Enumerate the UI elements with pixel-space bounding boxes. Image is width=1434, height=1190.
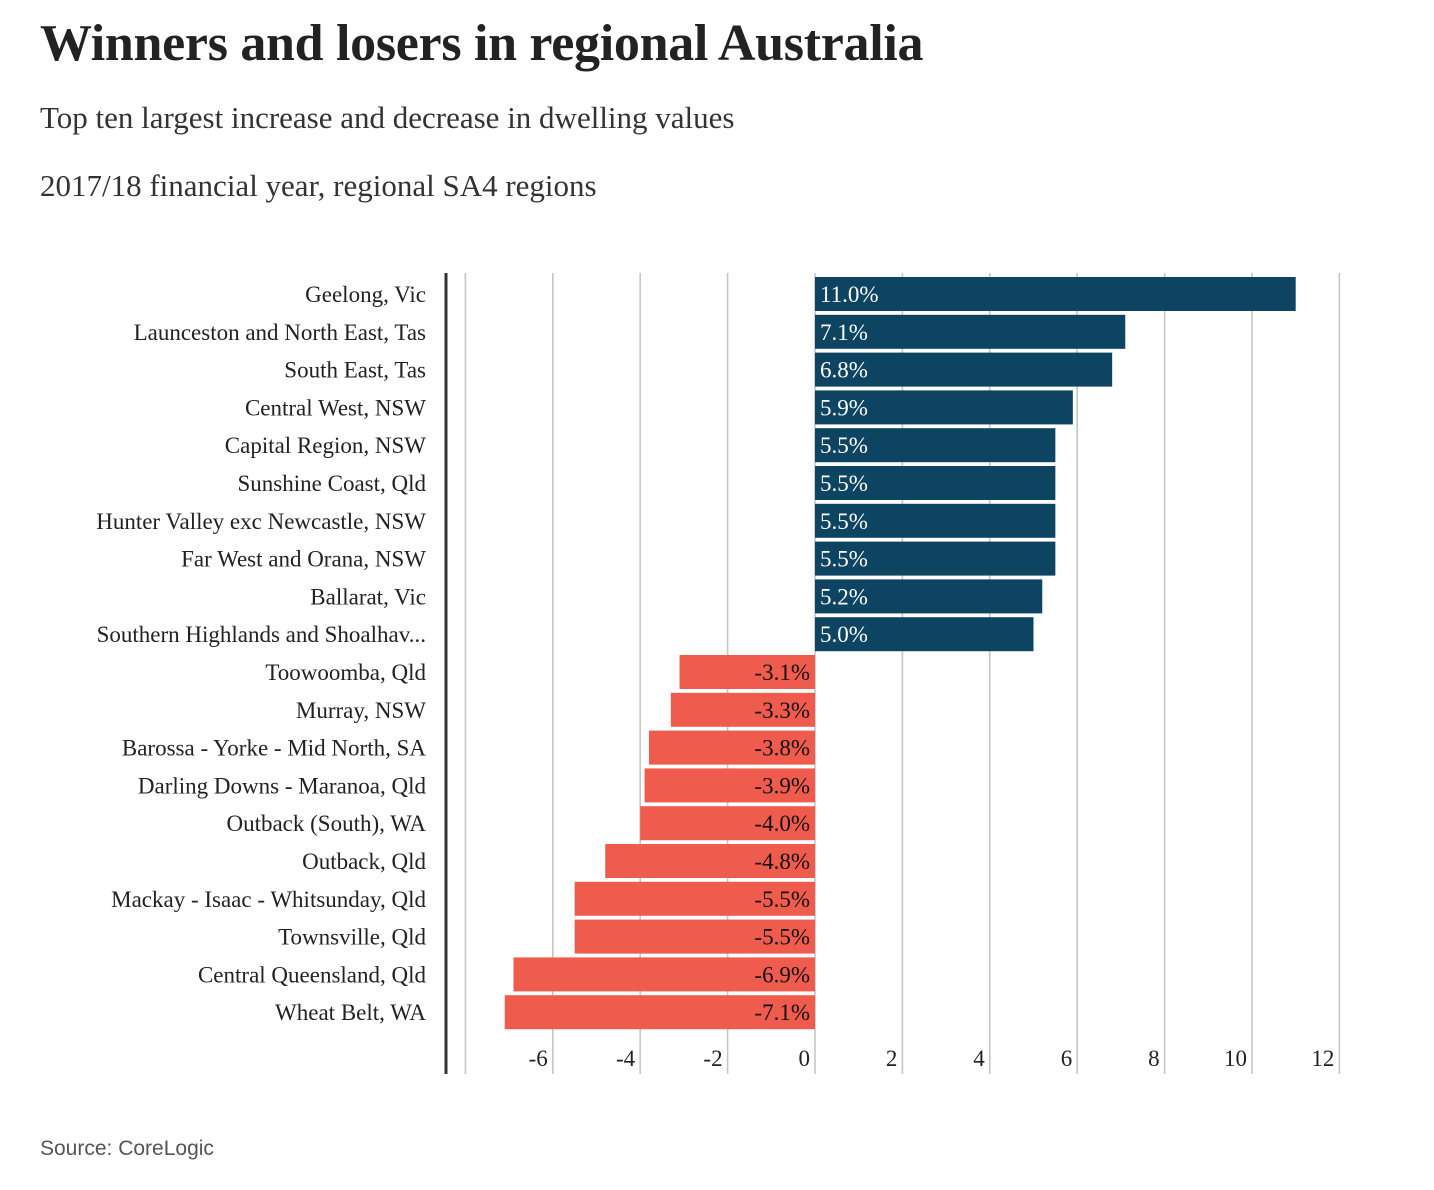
bars: 11.0% 7.1% 6.8% 5.9% 5.5% 5.5% 5.5% 5.5% 5.2% 5.0…: [504, 277, 1296, 1030]
bar: [605, 844, 815, 878]
data-label: 6.8%: [820, 358, 868, 383]
bar: [815, 428, 1056, 463]
data-label: 5.5%: [820, 509, 868, 534]
chart-subtitle: Top ten largest increase and decrease in…: [40, 100, 735, 135]
category-label: Central West, NSW: [245, 395, 426, 420]
bar: [815, 277, 1296, 311]
data-label: -6.9%: [754, 962, 810, 987]
bar: [648, 730, 815, 765]
category-label: Hunter Valley exc Newcastle, NSW: [96, 509, 426, 534]
data-label: -5.5%: [754, 887, 810, 912]
category-label: Mackay - Isaac - Whitsunday, Qld: [111, 887, 426, 912]
data-label: -3.1%: [754, 660, 810, 685]
chart-title: Winners and losers in regional Australia: [40, 15, 924, 72]
bar: [815, 617, 1034, 652]
data-label: 11.0%: [820, 282, 879, 307]
x-axis-ticks: -6 -4 -2 0 2 4 6 8 10 12: [529, 1046, 1335, 1071]
data-label: 7.1%: [820, 320, 868, 345]
data-label: 5.5%: [820, 433, 868, 458]
category-label: Outback (South), WA: [226, 811, 426, 836]
category-label: Sunshine Coast, Qld: [238, 471, 427, 496]
bar: [640, 806, 815, 841]
category-label: Capital Region, NSW: [225, 433, 427, 458]
data-label: -4.8%: [754, 849, 810, 874]
bar: [574, 881, 815, 916]
category-label: Southern Highlands and Shoalhav...: [97, 622, 426, 647]
bar: [670, 692, 815, 727]
x-tick-label: 0: [799, 1046, 811, 1071]
bar: [815, 314, 1126, 349]
category-label: Toowoomba, Qld: [265, 660, 426, 685]
x-tick-label: -4: [616, 1046, 636, 1071]
bar: [815, 390, 1073, 425]
x-tick-label: 2: [886, 1046, 898, 1071]
data-label: 5.9%: [820, 395, 868, 420]
data-label: -4.0%: [754, 811, 810, 836]
chart-subtitle-period: 2017/18 financial year, regional SA4 reg…: [40, 168, 597, 203]
category-label: Ballarat, Vic: [310, 584, 426, 609]
category-label: Barossa - Yorke - Mid North, SA: [122, 736, 427, 761]
data-label: 5.5%: [820, 547, 868, 572]
x-tick-label: -2: [703, 1046, 722, 1071]
bar: [815, 503, 1056, 538]
category-label: Far West and Orana, NSW: [181, 547, 426, 572]
x-tick-label: 12: [1311, 1046, 1334, 1071]
x-tick-label: -6: [529, 1046, 548, 1071]
x-tick-label: 6: [1061, 1046, 1073, 1071]
bar: [815, 579, 1043, 614]
source-note: Source: CoreLogic: [40, 1137, 214, 1160]
data-label: 5.2%: [820, 584, 868, 609]
bar: [815, 466, 1056, 500]
data-label: 5.5%: [820, 471, 868, 496]
bar: [644, 768, 815, 803]
data-label: 5.0%: [820, 622, 868, 647]
category-label: Geelong, Vic: [305, 282, 426, 307]
data-label: -3.9%: [754, 773, 810, 798]
category-label: South East, Tas: [284, 358, 426, 383]
x-tick-label: 8: [1148, 1046, 1160, 1071]
x-tick-label: 10: [1224, 1046, 1247, 1071]
data-label: -7.1%: [754, 1000, 810, 1025]
category-label: Townsville, Qld: [278, 925, 426, 950]
category-label: Darling Downs - Maranoa, Qld: [138, 773, 427, 798]
bar: [815, 352, 1113, 387]
data-label: -3.3%: [754, 698, 810, 723]
category-labels: Geelong, Vic Launceston and North East, T…: [96, 282, 426, 1025]
category-label: Central Queensland, Qld: [198, 962, 427, 987]
category-label: Launceston and North East, Tas: [134, 320, 426, 345]
category-label: Murray, NSW: [296, 698, 426, 723]
bar: [815, 541, 1056, 576]
category-label: Wheat Belt, WA: [275, 1000, 426, 1025]
data-label: -3.8%: [754, 736, 810, 761]
bar: [513, 957, 815, 992]
category-label: Outback, Qld: [302, 849, 426, 874]
bar: [574, 919, 815, 954]
bar: [679, 655, 815, 689]
data-label: -5.5%: [754, 925, 810, 950]
x-tick-label: 4: [973, 1046, 985, 1071]
bar: [504, 995, 815, 1030]
